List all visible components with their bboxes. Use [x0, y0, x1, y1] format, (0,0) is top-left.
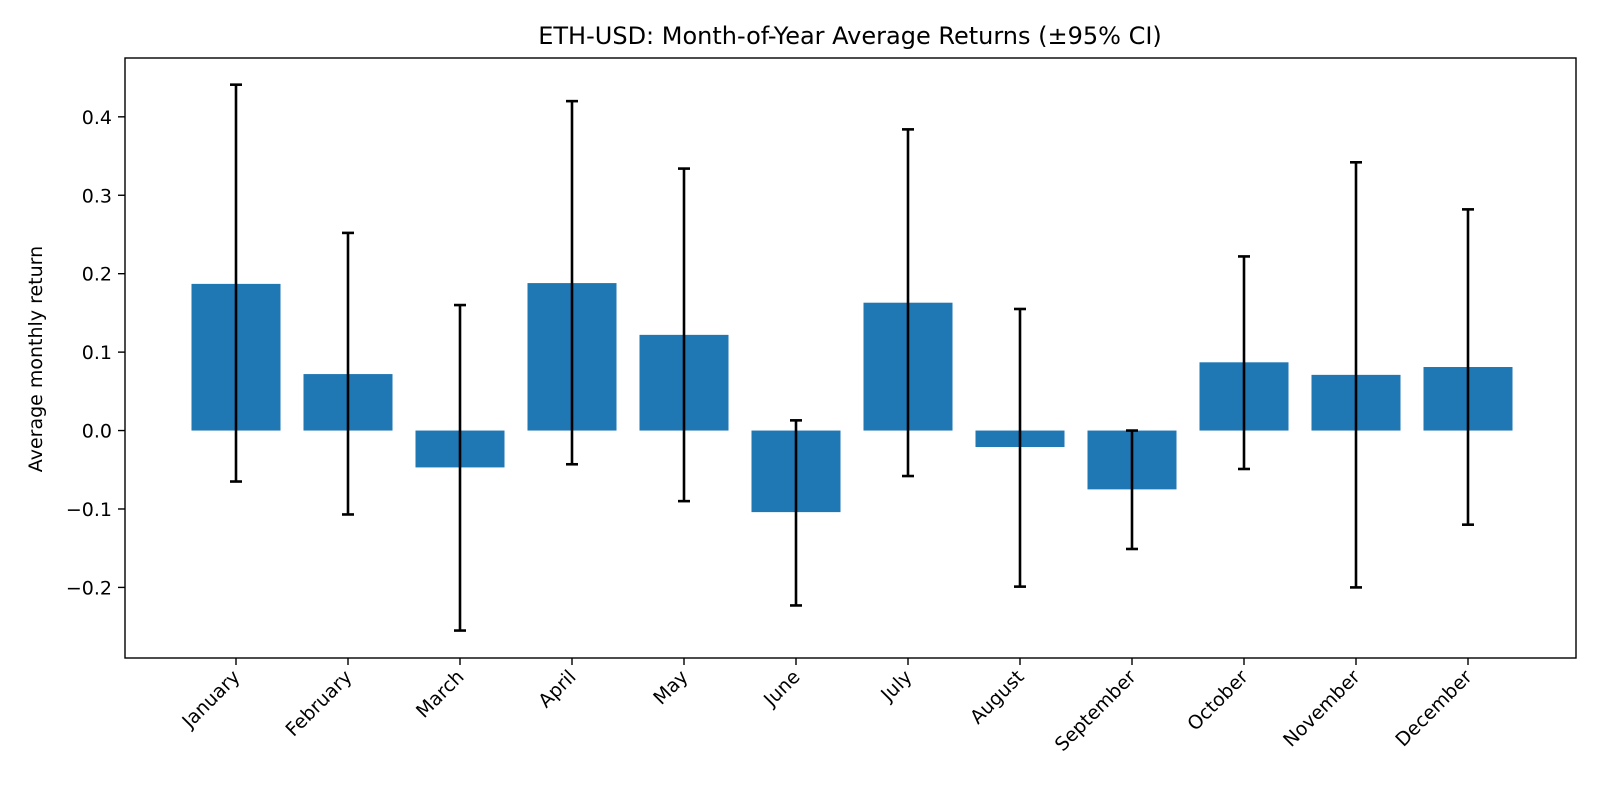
axes-frame	[124, 57, 1577, 659]
y-axis-label: Average monthly return	[25, 246, 47, 472]
chart-title: ETH-USD: Month-of-Year Average Returns (…	[538, 22, 1162, 50]
y-tick-label: 0.4	[82, 107, 112, 129]
y-tick-label: 0.2	[82, 264, 112, 286]
y-tick-label: 0.1	[82, 342, 112, 364]
y-tick-label: 0.3	[82, 185, 112, 207]
y-tick-label: −0.2	[66, 577, 112, 599]
y-tick-label: 0.0	[82, 421, 112, 443]
y-tick-label: −0.1	[66, 499, 112, 521]
